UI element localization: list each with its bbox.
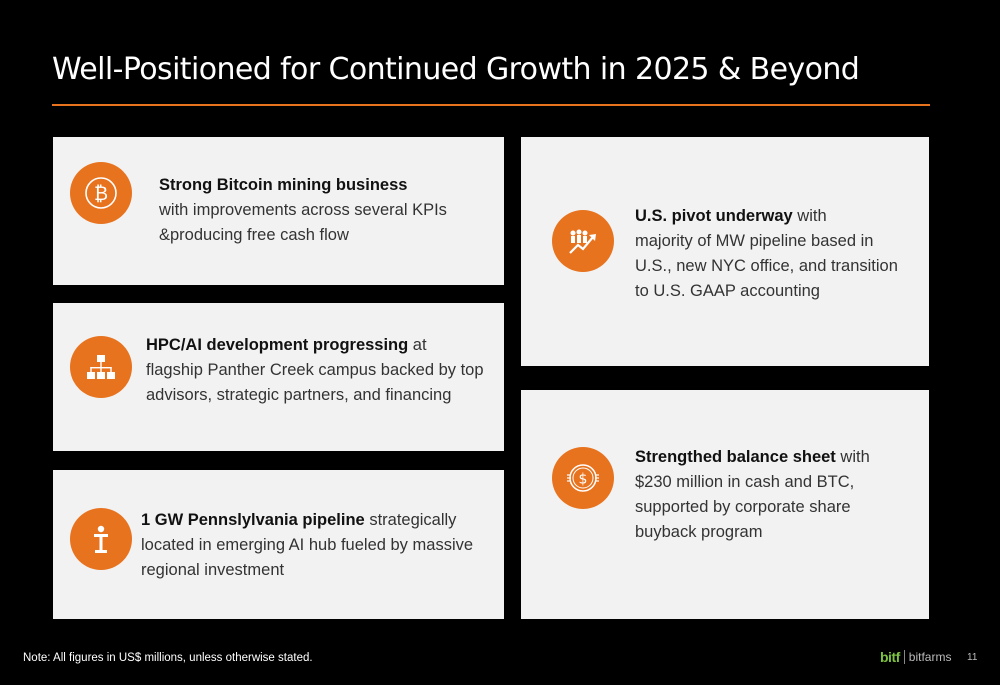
card-line: U.S., new NYC office, and transition <box>635 257 898 275</box>
card-heading: U.S. pivot underway <box>635 207 793 225</box>
card-bitcoin-mining: ₿ Strong Bitcoin mining business with im… <box>53 137 504 285</box>
card-heading: Strengthed balance sheet <box>635 448 836 466</box>
card-heading: 1 GW Pennslylvania pipeline <box>141 511 365 529</box>
card-pennsylvania-pipeline: 1 GW Pennslylvania pipeline strategicall… <box>53 470 504 619</box>
card-line: flagship Panther Creek campus backed by … <box>146 361 484 379</box>
logo-wordmark: bitfarms <box>908 650 952 664</box>
card-heading-suffix: at <box>408 336 427 354</box>
card-hpc-ai: HPC/AI development progressing at flagsh… <box>53 303 504 451</box>
card-line: to U.S. GAAP accounting <box>635 282 820 300</box>
svg-text:$: $ <box>579 472 588 488</box>
footnote: Note: All figures in US$ millions, unles… <box>23 652 313 664</box>
card-line: $230 million in cash and BTC, <box>635 473 855 491</box>
card-heading: Strong Bitcoin mining business <box>159 176 408 194</box>
card-line: regional investment <box>141 561 285 579</box>
title-underline <box>52 104 930 106</box>
card-heading-suffix: strategically <box>364 511 457 529</box>
card-line: with improvements across several KPIs <box>159 201 447 219</box>
logo-mark: bitf <box>880 649 900 665</box>
card-line: supported by corporate share <box>635 498 851 516</box>
dollar-coin-icon: $ <box>552 447 614 509</box>
svg-text:₿: ₿ <box>94 183 108 205</box>
card-us-pivot: U.S. pivot underway with majority of MW … <box>521 137 929 366</box>
bitcoin-icon: ₿ <box>70 162 132 224</box>
card-line: majority of MW pipeline based in <box>635 232 874 250</box>
logo-divider <box>903 650 905 664</box>
page-title: Well-Positioned for Continued Growth in … <box>52 52 860 87</box>
podium-icon <box>70 508 132 570</box>
growth-people-icon <box>552 210 614 272</box>
card-heading-suffix: with <box>835 448 870 466</box>
page-number: 11 <box>967 652 978 663</box>
card-line: buyback program <box>635 523 763 541</box>
card-heading-suffix: with <box>792 207 827 225</box>
hierarchy-icon <box>70 336 132 398</box>
card-line: located in emerging AI hub fueled by mas… <box>141 536 474 554</box>
bitfarms-logo: bitf bitfarms <box>880 649 951 665</box>
card-balance-sheet: $ Strengthed balance sheet with $230 mil… <box>521 390 929 619</box>
card-line: &producing free cash flow <box>159 226 349 244</box>
card-line: advisors, strategic partners, and financ… <box>146 386 452 404</box>
card-heading: HPC/AI development progressing <box>146 336 409 354</box>
